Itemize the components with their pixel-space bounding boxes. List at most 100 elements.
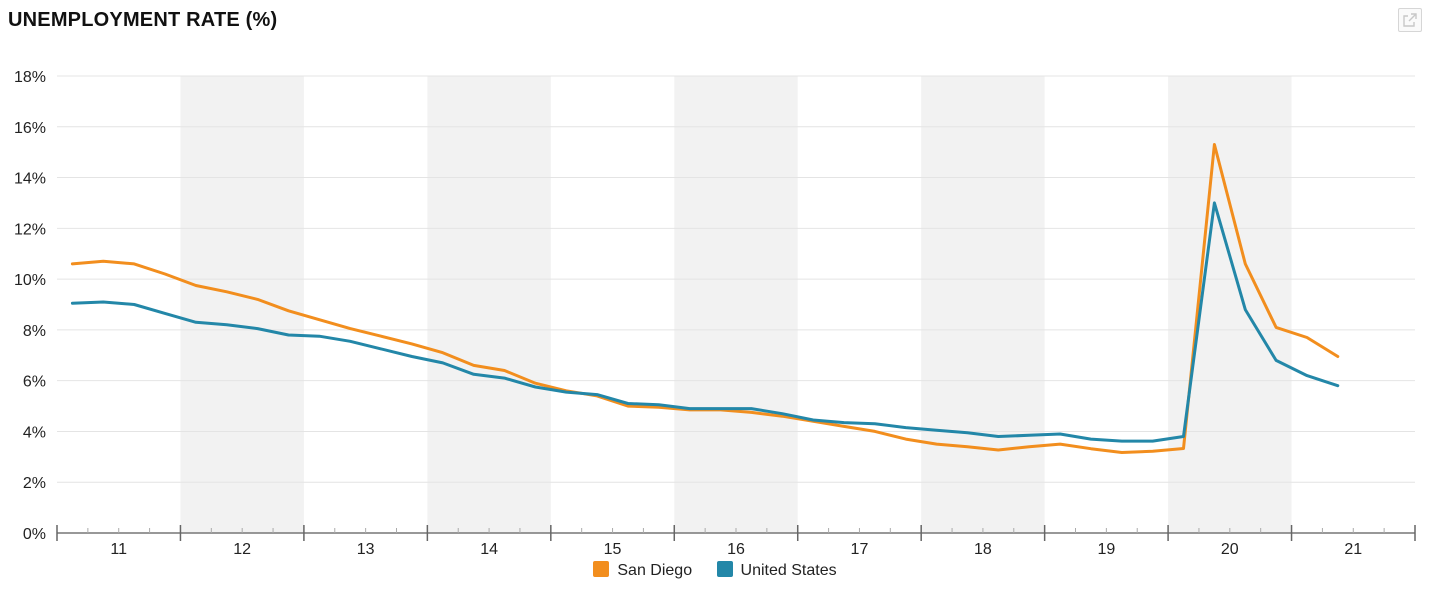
y-tick-label: 6% [23,374,46,391]
data-point-san-diego [992,444,1004,456]
data-point-united-states [591,389,603,401]
data-point-united-states [1301,370,1313,382]
data-point-united-states [97,296,109,308]
data-point-san-diego [1178,442,1190,454]
shaded-bands [180,76,1292,533]
data-point-united-states [776,408,788,420]
data-point-united-states [190,316,202,328]
data-point-united-states [252,323,264,335]
data-point-united-states [1208,197,1220,209]
data-point-united-states [931,424,943,436]
data-point-united-states [869,418,881,430]
data-point-united-states [622,398,634,410]
data-point-san-diego [252,293,264,305]
y-axis-tick-labels: 0% 2% 4% 6% 8% 10% 12% 14% 16% 18% [14,69,46,543]
data-point-san-diego [128,258,140,270]
legend-item-san-diego[interactable]: San Diego [593,561,692,580]
data-point-san-diego [406,338,418,350]
data-point-united-states [375,343,387,355]
gridlines [57,75,1415,483]
x-tick-label: 18 [974,541,992,558]
x-tick-label: 13 [357,541,375,558]
x-axis: 11 12 13 14 15 16 17 18 19 20 21 [56,525,1416,558]
data-point-united-states [1270,354,1282,366]
legend-label-united-states: United States [740,562,837,579]
data-point-san-diego [190,279,202,291]
shaded-band-5 [1168,76,1292,533]
data-point-united-states [313,330,325,342]
data-point-united-states [1147,435,1159,447]
data-point-san-diego [344,323,356,335]
expand-icon [1403,13,1417,27]
data-point-united-states [529,381,541,393]
legend: San Diego United States [0,561,1430,580]
legend-swatch-san-diego [593,561,610,577]
legend-item-united-states[interactable]: United States [716,561,837,580]
x-tick-label: 14 [480,541,498,558]
data-point-united-states [1116,435,1128,447]
data-point-united-states [684,403,696,415]
series-line-united-states [70,201,1340,443]
legend-label-san-diego: San Diego [617,562,693,579]
data-point-united-states [221,319,233,331]
y-tick-label: 12% [14,221,46,238]
chart-title: UNEMPLOYMENT RATE (%) [8,9,278,31]
x-tick-label: 12 [233,541,251,558]
data-point-san-diego [1208,139,1220,151]
series-lines [66,139,1344,459]
data-point-united-states [900,422,912,434]
data-point-united-states [66,297,78,309]
x-tick-label: 19 [1097,541,1115,558]
data-point-united-states [715,403,727,415]
shaded-band-1 [180,76,304,533]
line-chart: 0% 2% 4% 6% 8% 10% 12% 14% 16% 18% 11 12 13 14 15 16 17… [14,69,1416,558]
data-point-san-diego [221,286,233,298]
data-point-united-states [653,399,665,411]
data-point-san-diego [159,268,171,280]
data-point-united-states [344,335,356,347]
data-point-san-diego [1301,332,1313,344]
data-point-united-states [468,368,480,380]
y-tick-label: 4% [23,424,46,441]
data-point-united-states [406,351,418,363]
y-tick-label: 14% [14,171,46,188]
data-point-united-states [1178,431,1190,443]
data-point-united-states [992,431,1004,443]
data-point-united-states [159,307,171,319]
y-tick-label: 10% [14,272,46,289]
data-point-san-diego [1332,351,1344,363]
data-point-united-states [1023,429,1035,441]
shaded-band-4 [921,76,1045,533]
data-point-san-diego [1023,441,1035,453]
data-point-san-diego [375,330,387,342]
data-point-san-diego [282,305,294,317]
data-point-united-states [1332,380,1344,392]
x-tick-label: 20 [1221,541,1239,558]
data-point-united-states [1054,428,1066,440]
expand-button[interactable] [1398,8,1422,32]
y-tick-label: 0% [23,526,46,543]
y-tick-label: 16% [14,120,46,137]
data-point-san-diego [931,438,943,450]
shaded-band-2 [427,76,551,533]
data-point-united-states [282,329,294,341]
y-tick-label: 8% [23,323,46,340]
data-point-united-states [560,386,572,398]
data-point-united-states [128,299,140,311]
x-tick-label: 21 [1344,541,1362,558]
x-tick-label: 15 [604,541,622,558]
y-tick-label: 18% [14,69,46,86]
data-point-san-diego [313,314,325,326]
data-point-united-states [437,357,449,369]
data-point-san-diego [1116,447,1128,459]
data-point-united-states [745,403,757,415]
data-point-san-diego [961,441,973,453]
data-point-united-states [807,414,819,426]
data-point-united-states [1239,304,1251,316]
data-point-san-diego [1270,321,1282,333]
y-tick-label: 2% [23,475,46,492]
legend-swatch-united-states [716,561,733,577]
data-point-san-diego [900,433,912,445]
data-point-san-diego [66,258,78,270]
data-point-united-states [499,372,511,384]
